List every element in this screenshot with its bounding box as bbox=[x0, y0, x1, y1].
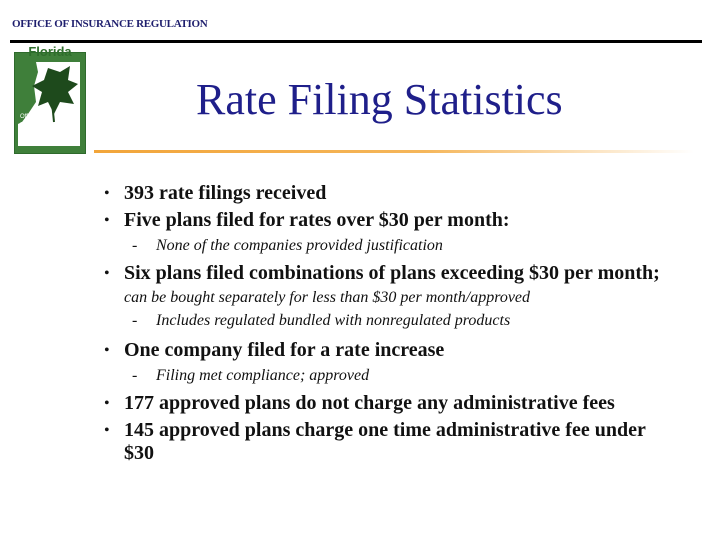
palm-leaf-icon bbox=[18, 62, 80, 146]
bullet-text: Five plans filed for rates over $30 per … bbox=[124, 209, 510, 231]
sub-bullet-text: Filing met compliance; approved bbox=[156, 367, 370, 384]
florida-oir-logo: Florida Office of Insurance Regulation bbox=[12, 44, 86, 156]
bullet-text: 393 rate filings received bbox=[124, 182, 327, 204]
header-rule bbox=[10, 40, 702, 43]
sub-bullet-text: None of the companies provided justifica… bbox=[156, 237, 443, 254]
sub-bullet-item: - Filing met compliance; approved bbox=[100, 366, 680, 386]
bullet-item: • 393 rate filings received bbox=[100, 182, 680, 205]
bullet-text: 177 approved plans do not charge any adm… bbox=[124, 392, 615, 414]
sub-bullet-item: - None of the companies provided justifi… bbox=[100, 236, 680, 256]
bullet-note: can be bought separately for less than $… bbox=[124, 289, 531, 306]
bullet-text: Six plans filed combinations of plans ex… bbox=[124, 262, 660, 284]
bullet-text: 145 approved plans charge one time admin… bbox=[124, 419, 646, 464]
bullet-icon: • bbox=[104, 185, 110, 202]
page-title: Rate Filing Statistics bbox=[196, 75, 563, 124]
dash-icon: - bbox=[132, 312, 138, 329]
bullet-text: One company filed for a rate increase bbox=[124, 339, 445, 361]
dash-icon: - bbox=[132, 237, 138, 254]
bullet-icon: • bbox=[104, 395, 110, 412]
title-underline bbox=[94, 150, 694, 153]
bullet-item: • 145 approved plans charge one time adm… bbox=[100, 419, 680, 465]
sub-bullet-text: Includes regulated bundled with nonregul… bbox=[156, 312, 511, 329]
logo-caption-small: Office of bbox=[20, 114, 43, 120]
sub-bullet-item: - Includes regulated bundled with nonreg… bbox=[100, 311, 680, 331]
bullet-item: • Six plans filed combinations of plans … bbox=[100, 262, 680, 309]
logo-caption-line1: Insurance bbox=[20, 121, 56, 130]
bullet-icon: • bbox=[104, 212, 110, 229]
bullet-item: • One company filed for a rate increase bbox=[100, 339, 680, 362]
bullet-list: • 393 rate filings received • Five plans… bbox=[100, 182, 680, 465]
logo-caption: Office of Insurance Regulation bbox=[20, 114, 82, 139]
logo-caption-line2: Regulation bbox=[20, 130, 59, 139]
bullet-item: • 177 approved plans do not charge any a… bbox=[100, 392, 680, 415]
dash-icon: - bbox=[132, 367, 138, 384]
bullet-icon: • bbox=[104, 422, 110, 439]
bullet-icon: • bbox=[104, 265, 110, 282]
logo-panel bbox=[18, 62, 80, 146]
bullet-item: • Five plans filed for rates over $30 pe… bbox=[100, 209, 680, 232]
org-header: OFFICE OF INSURANCE REGULATION bbox=[12, 18, 208, 30]
logo-florida-text: Florida bbox=[28, 44, 72, 59]
bullet-icon: • bbox=[104, 342, 110, 359]
